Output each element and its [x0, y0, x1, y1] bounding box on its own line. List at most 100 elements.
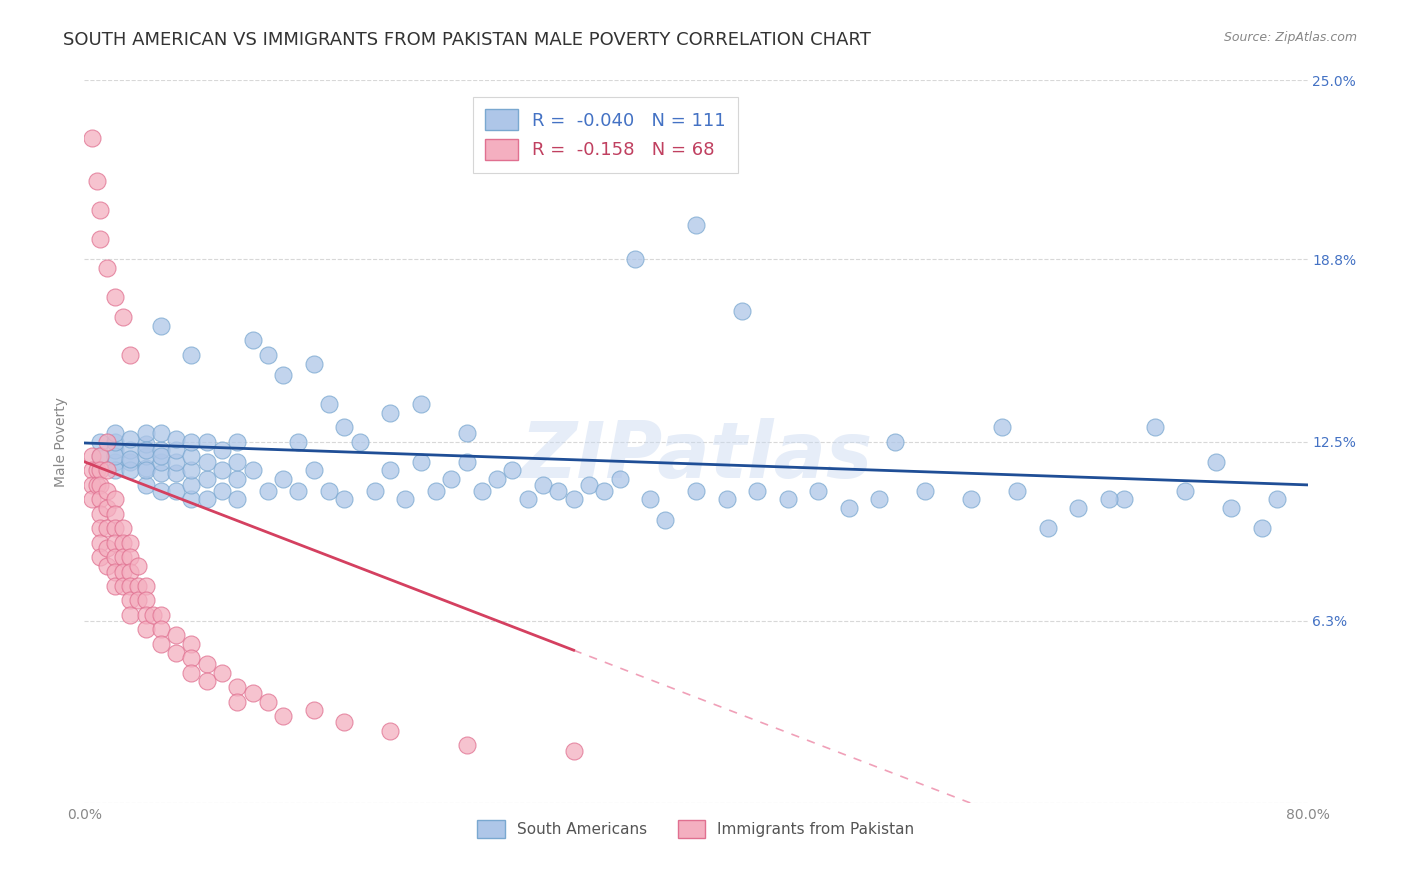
Point — [89, 434, 111, 449]
Point — [104, 492, 127, 507]
Point — [1205, 455, 1227, 469]
Point — [578, 478, 600, 492]
Point — [318, 397, 340, 411]
Point — [1265, 492, 1288, 507]
Point — [104, 463, 127, 477]
Point — [195, 657, 218, 671]
Point — [195, 492, 218, 507]
Point — [195, 472, 218, 486]
Point — [180, 449, 202, 463]
Point — [120, 593, 142, 607]
Point — [149, 443, 172, 458]
Point — [609, 472, 631, 486]
Point — [593, 483, 616, 498]
Point — [104, 550, 127, 565]
Point — [120, 535, 142, 549]
Point — [624, 252, 647, 267]
Point — [89, 478, 111, 492]
Point — [89, 203, 111, 218]
Point — [120, 579, 142, 593]
Point — [104, 449, 127, 463]
Point — [1220, 501, 1243, 516]
Point — [747, 483, 769, 498]
Point — [142, 607, 165, 622]
Point — [531, 478, 554, 492]
Point — [165, 443, 187, 458]
Point — [89, 521, 111, 535]
Point — [135, 607, 157, 622]
Point — [242, 334, 264, 348]
Point — [486, 472, 509, 486]
Point — [257, 483, 280, 498]
Point — [120, 432, 142, 446]
Point — [425, 483, 447, 498]
Point — [195, 455, 218, 469]
Point — [271, 368, 294, 382]
Point — [149, 637, 172, 651]
Point — [96, 434, 118, 449]
Point — [135, 425, 157, 440]
Point — [111, 565, 134, 579]
Point — [1250, 521, 1272, 535]
Point — [333, 420, 356, 434]
Point — [135, 463, 157, 477]
Point — [80, 492, 103, 507]
Point — [135, 460, 157, 475]
Point — [456, 738, 478, 752]
Point — [302, 703, 325, 717]
Point — [89, 535, 111, 549]
Point — [257, 348, 280, 362]
Point — [120, 455, 142, 469]
Point — [111, 550, 134, 565]
Point — [135, 437, 157, 451]
Point — [914, 483, 936, 498]
Point — [104, 443, 127, 458]
Point — [180, 434, 202, 449]
Text: ZIPatlas: ZIPatlas — [520, 418, 872, 494]
Point — [86, 463, 108, 477]
Point — [211, 443, 233, 458]
Point — [991, 420, 1014, 434]
Point — [1067, 501, 1090, 516]
Point — [287, 483, 309, 498]
Point — [195, 434, 218, 449]
Point — [89, 232, 111, 246]
Point — [135, 593, 157, 607]
Point — [149, 467, 172, 481]
Point — [180, 637, 202, 651]
Point — [104, 434, 127, 449]
Point — [89, 463, 111, 477]
Point — [547, 483, 569, 498]
Point — [562, 492, 585, 507]
Point — [80, 449, 103, 463]
Point — [89, 449, 111, 463]
Point — [287, 434, 309, 449]
Point — [180, 651, 202, 665]
Point — [807, 483, 830, 498]
Point — [302, 463, 325, 477]
Point — [226, 695, 249, 709]
Point — [440, 472, 463, 486]
Point — [127, 579, 149, 593]
Point — [127, 558, 149, 573]
Point — [80, 463, 103, 477]
Point — [89, 550, 111, 565]
Text: SOUTH AMERICAN VS IMMIGRANTS FROM PAKISTAN MALE POVERTY CORRELATION CHART: SOUTH AMERICAN VS IMMIGRANTS FROM PAKIST… — [63, 31, 872, 49]
Point — [242, 463, 264, 477]
Point — [104, 535, 127, 549]
Point — [516, 492, 538, 507]
Point — [180, 348, 202, 362]
Point — [180, 478, 202, 492]
Point — [883, 434, 905, 449]
Point — [96, 541, 118, 556]
Point — [149, 318, 172, 333]
Point — [86, 478, 108, 492]
Point — [104, 507, 127, 521]
Point — [471, 483, 494, 498]
Point — [1143, 420, 1166, 434]
Point — [838, 501, 860, 516]
Point — [120, 451, 142, 466]
Point — [195, 674, 218, 689]
Point — [364, 483, 387, 498]
Point — [211, 665, 233, 680]
